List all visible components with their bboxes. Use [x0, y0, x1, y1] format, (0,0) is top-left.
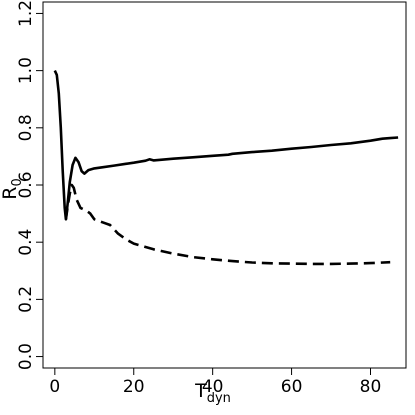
- x-tick-label: 80: [360, 377, 382, 397]
- x-tick-label: 40: [202, 377, 224, 397]
- x-tick-label: 0: [49, 377, 60, 397]
- y-tick-label: 0.4: [16, 229, 36, 256]
- x-axis-label: Tdyn: [194, 380, 231, 406]
- y-axis-label: R0: [0, 178, 25, 199]
- y-tick-label: 0.8: [16, 114, 36, 141]
- y-axis-label-main: R: [0, 187, 21, 200]
- x-tick-label: 20: [123, 377, 145, 397]
- series-line-dashed: [64, 183, 391, 266]
- y-tick-label: 0.0: [16, 343, 36, 370]
- y-tick-label: 0.2: [16, 286, 36, 313]
- y-axis-label-sub: 0: [10, 178, 25, 186]
- x-axis-label-main: T: [194, 380, 207, 402]
- x-axis-label-sub: dyn: [207, 391, 231, 406]
- y-tick-label: 1.0: [16, 57, 36, 84]
- y-tick-label: 0.6: [16, 171, 36, 198]
- x-tick-label: 60: [281, 377, 303, 397]
- y-tick-label: 1.2: [16, 0, 36, 27]
- plot-frame: [42, 1, 407, 369]
- plot-area: 0 20 40 60 80 0.0 0.2 0.4 0.6 0.8 1.0 1.2: [16, 0, 399, 397]
- series-line-solid: [53, 70, 399, 221]
